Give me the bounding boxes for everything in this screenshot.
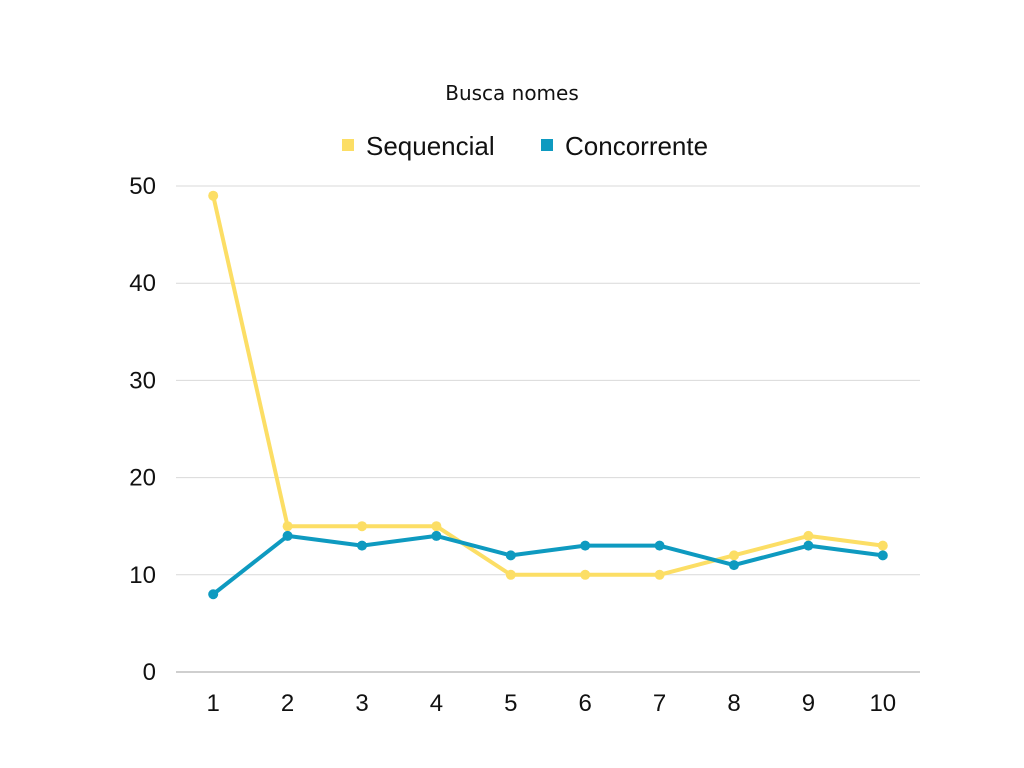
x-tick-label: 7 <box>653 690 666 717</box>
data-point-sequencial <box>208 190 219 201</box>
y-tick-label: 50 <box>129 173 156 200</box>
y-tick-label: 20 <box>129 465 156 492</box>
chart-title: Busca nomes <box>445 81 579 105</box>
y-tick-label: 0 <box>143 659 156 686</box>
data-point-concorrente <box>654 540 665 551</box>
y-tick-label: 30 <box>129 367 156 394</box>
data-point-sequencial <box>877 540 888 551</box>
data-point-sequencial <box>282 521 293 532</box>
x-tick-label: 5 <box>504 690 517 717</box>
data-point-sequencial <box>431 521 442 532</box>
data-point-sequencial <box>505 569 516 580</box>
series-points <box>208 190 888 600</box>
legend-swatch-sequencial <box>342 139 354 151</box>
x-tick-label: 8 <box>727 690 740 717</box>
series-line-sequencial <box>211 193 885 577</box>
data-point-sequencial <box>357 521 367 532</box>
legend: Sequencial Concorrente <box>342 131 708 161</box>
data-point-concorrente <box>282 530 293 541</box>
x-tick-label: 9 <box>802 690 815 717</box>
data-point-concorrente <box>431 530 442 541</box>
data-point-concorrente <box>208 589 219 600</box>
x-tick-label: 6 <box>579 690 592 717</box>
data-point-concorrente <box>505 550 516 561</box>
legend-label-concorrente: Concorrente <box>565 131 708 161</box>
series-lines <box>211 193 885 597</box>
data-point-concorrente <box>877 550 888 561</box>
x-tick-label: 2 <box>281 690 294 717</box>
data-point-sequencial <box>803 530 814 541</box>
data-point-sequencial <box>654 569 665 580</box>
gridlines <box>176 185 920 673</box>
y-tick-label: 10 <box>129 562 156 589</box>
data-point-concorrente <box>803 540 814 551</box>
x-tick-label: 3 <box>355 690 368 717</box>
x-tick-label: 4 <box>430 690 443 717</box>
data-point-concorrente <box>580 540 591 551</box>
x-axis-ticks: 1 2 3 4 5 6 7 8 9 10 <box>207 690 897 717</box>
y-axis-ticks: 0 10 20 30 40 50 <box>129 173 156 686</box>
x-tick-label: 10 <box>869 690 896 717</box>
legend-swatch-concorrente <box>541 139 553 151</box>
data-point-sequencial <box>729 550 739 561</box>
legend-label-sequencial: Sequencial <box>366 131 495 161</box>
x-tick-label: 1 <box>207 690 220 717</box>
y-tick-label: 40 <box>129 270 156 297</box>
series-line-concorrente <box>211 533 885 597</box>
data-point-concorrente <box>357 540 367 551</box>
data-point-concorrente <box>729 560 739 571</box>
data-point-sequencial <box>580 569 591 580</box>
